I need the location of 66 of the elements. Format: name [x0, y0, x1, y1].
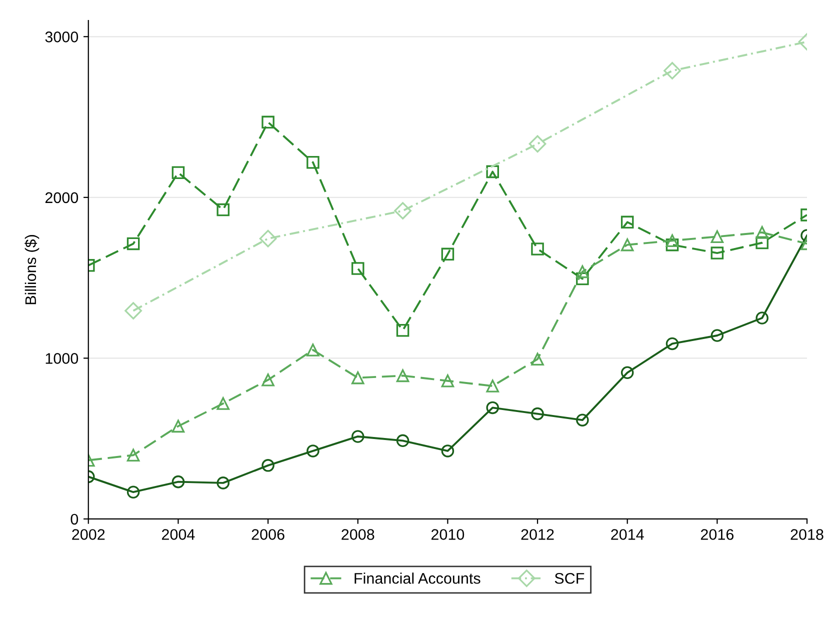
point [172, 475, 185, 488]
legend-label: Financial Accounts [354, 572, 480, 584]
point [710, 246, 724, 260]
point [351, 262, 364, 275]
point [216, 397, 230, 410]
point [756, 312, 768, 324]
point [262, 374, 274, 386]
point [756, 226, 768, 239]
point [126, 237, 140, 250]
point [528, 135, 546, 153]
point [666, 238, 679, 252]
x-tick-label: 2018 [790, 529, 824, 540]
point [756, 236, 768, 250]
point [666, 337, 679, 350]
point [126, 448, 140, 462]
y-tick-label: 1000 [46, 353, 78, 364]
point [710, 230, 724, 244]
point [620, 216, 634, 229]
point [172, 166, 185, 180]
point [216, 203, 230, 216]
legend-label: SCF [554, 572, 584, 584]
point [576, 265, 589, 278]
point [620, 366, 634, 380]
point [441, 374, 454, 388]
point [351, 430, 364, 443]
y-tick-label: 0 [70, 514, 78, 525]
point [262, 459, 274, 472]
point [531, 242, 544, 256]
point [441, 248, 454, 261]
x-tick-label: 2002 [72, 529, 105, 540]
x-tick-label: 2012 [521, 529, 554, 540]
point [486, 401, 499, 414]
x-tick-label: 2016 [700, 529, 734, 540]
point [259, 230, 277, 248]
point [306, 444, 320, 458]
point [396, 324, 410, 337]
point [172, 420, 185, 433]
point [576, 272, 589, 286]
point [576, 414, 589, 426]
point [531, 352, 544, 366]
point [396, 369, 410, 382]
point [124, 302, 142, 320]
x-tick-label: 2014 [611, 529, 644, 540]
point [666, 234, 679, 248]
x-tick-label: 2006 [252, 529, 284, 540]
point [664, 62, 681, 80]
x-tick-label: 2008 [342, 529, 374, 540]
point [486, 165, 499, 178]
point [306, 344, 320, 356]
point [396, 434, 410, 448]
point [710, 329, 724, 342]
point [486, 380, 499, 392]
point [351, 371, 364, 384]
point [620, 238, 634, 252]
y-tick-label: 3000 [45, 32, 78, 42]
x-tick-label: 2010 [431, 529, 464, 540]
point [126, 486, 140, 498]
x-tick-label: 2004 [162, 529, 195, 540]
point [262, 116, 274, 129]
y-tick-label: 2000 [45, 192, 78, 204]
point [394, 202, 412, 220]
point [306, 156, 320, 169]
y-axis-title: Billions ($) [24, 235, 40, 304]
point [216, 476, 230, 490]
point [441, 444, 454, 458]
point [531, 407, 544, 420]
